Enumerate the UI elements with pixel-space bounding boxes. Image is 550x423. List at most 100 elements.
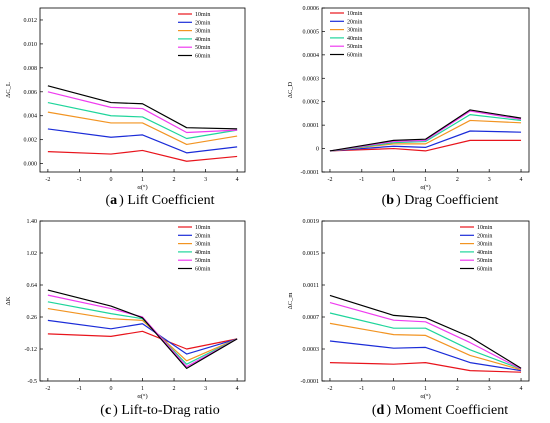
y-axis-label: ΔK [5, 296, 12, 305]
y-tick-label: 1.40 [27, 219, 38, 225]
x-tick-label: -2 [327, 177, 332, 183]
legend-label: 40min [195, 250, 210, 256]
y-tick-label: 0.0011 [303, 283, 319, 289]
y-axis-label: ΔC_m [287, 293, 294, 310]
y-tick-label: 0.000 [24, 162, 38, 168]
legend-label: 60min [195, 267, 210, 273]
y-tick-label: 0.006 [24, 90, 38, 96]
series-line-20min [329, 340, 522, 372]
y-tick-label: 0.004 [24, 114, 38, 120]
x-tick-label: 2 [173, 386, 176, 392]
series-line-30min [329, 119, 522, 152]
series-line-50min [329, 110, 522, 152]
series-line-10min [329, 362, 522, 373]
y-tick-label: 0.0003 [303, 347, 320, 353]
legend: 10min 20min 30min 40min 50min 60min [178, 12, 210, 60]
series-line-20min [47, 319, 238, 355]
y-tick-label: 0.008 [24, 66, 38, 72]
legend-label: 20min [477, 233, 492, 239]
x-axis-label: α(°) [420, 184, 430, 191]
x-tick-label: 1 [424, 177, 427, 183]
series-line-20min [47, 128, 238, 154]
x-tick-label: 3 [204, 386, 207, 392]
legend-label: 10min [195, 12, 210, 18]
legend-label: 10min [347, 11, 362, 17]
x-axis-label: α(°) [137, 393, 147, 400]
series-line-50min [329, 302, 522, 370]
y-tick-label: 0.0006 [303, 6, 320, 12]
y-tick-label: -0.0001 [301, 170, 320, 176]
caption-tag: c [104, 403, 112, 418]
x-axis-label: α(°) [420, 393, 430, 400]
y-tick-label: 0.0005 [303, 29, 320, 35]
series-line-40min [329, 312, 522, 370]
y-tick-label: 0.0007 [303, 315, 320, 321]
series-line-60min [329, 294, 522, 369]
legend-label: 50min [477, 258, 492, 264]
y-tick-label: 0.010 [24, 42, 38, 48]
caption-text: Moment Coefficient [394, 403, 509, 418]
y-tick-label: -0.0001 [301, 379, 320, 385]
x-tick-label: -1 [77, 177, 82, 183]
series-line-30min [47, 111, 238, 146]
x-tick-label: 3 [488, 177, 491, 183]
series-line-20min [329, 130, 522, 152]
legend-label: 20min [347, 19, 362, 25]
plot-frame [39, 220, 246, 382]
y-axis-label: ΔC_L [5, 82, 12, 98]
series-line-50min [47, 294, 238, 368]
y-tick-label: 0.0002 [303, 100, 320, 106]
legend-label: 20min [195, 233, 210, 239]
caption-lift: (a) Lift Coefficient [105, 193, 215, 208]
legend-label: 60min [477, 267, 492, 273]
y-tick-label: 0.002 [24, 138, 38, 144]
caption-ld: (c) Lift-to-Drag ratio [100, 403, 220, 418]
caption-tag: d [376, 403, 385, 418]
caption-moment: (d) Moment Coefficient [371, 403, 509, 418]
legend-label: 50min [347, 44, 362, 50]
caption-drag: (b) Drag Coefficient [381, 193, 499, 208]
x-tick-label: 1 [424, 386, 427, 392]
x-tick-label: 4 [236, 386, 239, 392]
y-tick-label: 0.26 [27, 315, 38, 321]
y-tick-label: 0.0001 [303, 123, 320, 129]
y-tick-label: 0.0015 [303, 251, 320, 257]
x-tick-label: 0 [109, 177, 112, 183]
caption-tag: b [386, 193, 395, 208]
legend-label: 30min [195, 242, 210, 248]
chart-panel-c: -2 -1 0 1 2 3 4 -0.5 -0.12 0.26 0.64 1.02 1.40 α(°) ΔK… [5, 219, 246, 400]
y-tick-label: 0.0019 [303, 219, 320, 225]
x-tick-label: 0 [392, 386, 395, 392]
y-tick-label: 0.012 [24, 18, 38, 24]
y-tick-label: 0.0004 [303, 53, 320, 59]
legend-label: 20min [195, 20, 210, 26]
legend-label: 60min [347, 53, 362, 59]
y-tick-label: -0.5 [28, 379, 38, 385]
legend-label: 10min [477, 225, 492, 231]
x-tick-label: 1 [141, 177, 144, 183]
x-tick-label: -1 [359, 386, 364, 392]
legend-label: 50min [195, 258, 210, 264]
legend-label: 40min [195, 37, 210, 43]
legend-label: 30min [477, 242, 492, 248]
x-tick-label: 3 [488, 386, 491, 392]
y-tick-label: 0 [316, 147, 319, 153]
x-tick-label: -2 [327, 386, 332, 392]
x-tick-label: 3 [204, 177, 207, 183]
series-line-60min [47, 289, 238, 369]
x-tick-label: 2 [456, 177, 459, 183]
legend: 10min 20min 30min 40min 50min 60min [330, 11, 362, 59]
y-tick-label: 1.02 [27, 251, 38, 257]
x-axis-label: α(°) [137, 184, 147, 191]
series-line-10min [47, 149, 238, 162]
x-tick-label: 2 [173, 177, 176, 183]
series-line-30min [329, 322, 522, 371]
y-axis-label: ΔC_D [287, 81, 294, 98]
x-tick-label: 4 [520, 177, 523, 183]
legend-label: 50min [195, 45, 210, 51]
x-tick-label: -2 [45, 386, 50, 392]
legend-label: 40min [347, 36, 362, 42]
chart-panel-b: -2 -1 0 1 2 3 4 -0.0001 0 0.0001 0.0002 0.0003 0.000… [287, 6, 530, 191]
